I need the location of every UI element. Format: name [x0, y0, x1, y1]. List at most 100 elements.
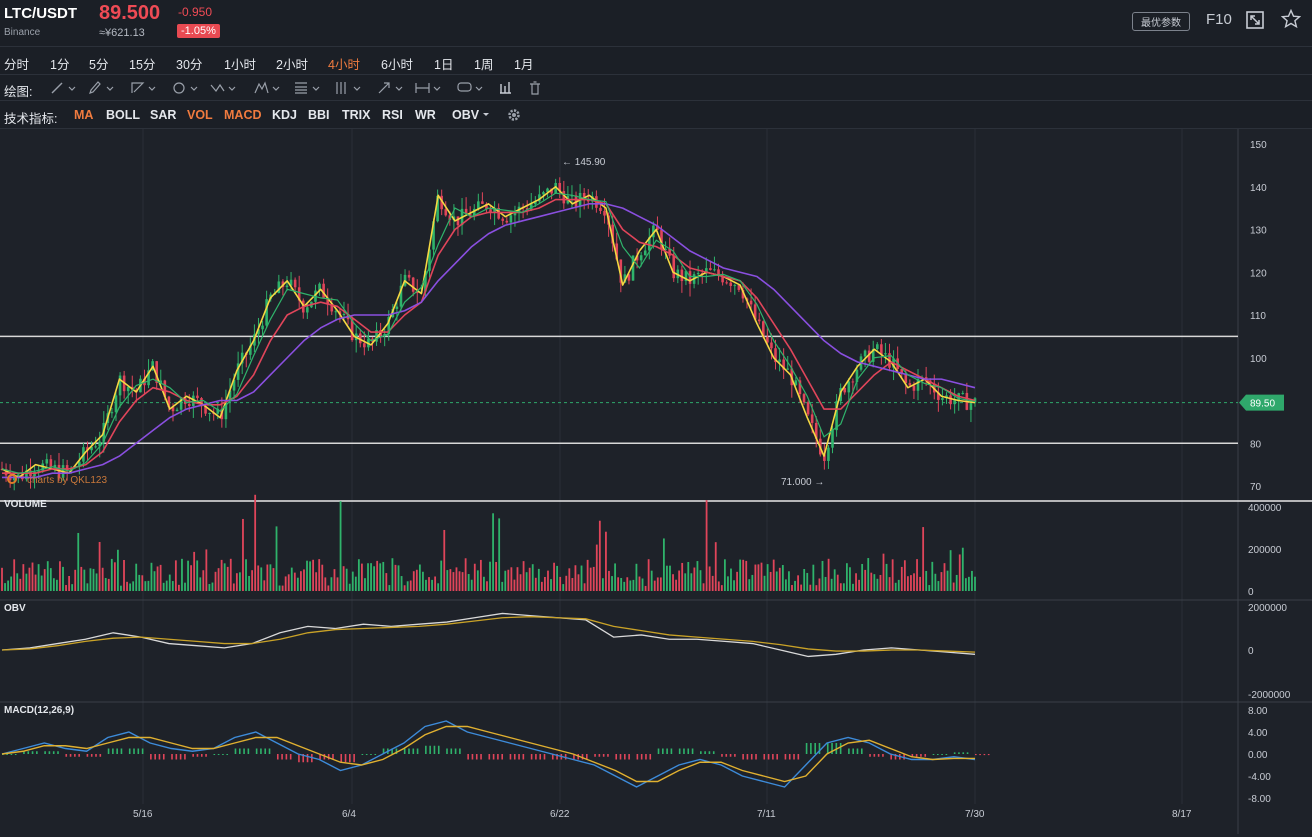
candle-body [485, 203, 488, 210]
candle-body [261, 325, 264, 330]
timeframe-tab[interactable]: 15分 [129, 58, 156, 72]
volume-bar [714, 542, 717, 591]
chart-area[interactable]: 15014013012011010090807089.50← 145.9071.… [0, 129, 1312, 834]
symbol-title[interactable]: LTC/USDT [4, 5, 78, 22]
macd-histogram-bar [467, 754, 469, 760]
macd-histogram-bar [128, 748, 131, 754]
macd-histogram-bar [581, 754, 584, 760]
candle-body [208, 412, 211, 414]
indicator-rsi[interactable]: RSI [382, 108, 403, 122]
candle-body [823, 454, 826, 461]
macd-histogram-bar [116, 748, 118, 754]
channel-tool-icon[interactable] [333, 79, 363, 97]
indicator-ma[interactable]: MA [74, 108, 94, 122]
timeframe-tab[interactable]: 5分 [89, 58, 109, 72]
fibonacci-tool-icon[interactable] [292, 79, 322, 97]
drawing-label: 绘图: [4, 85, 33, 99]
circle-tool-icon[interactable] [170, 79, 200, 97]
volume-bar [516, 567, 519, 591]
volume-bar [345, 568, 348, 591]
volume-bar [949, 550, 952, 591]
volume-bar [531, 564, 534, 591]
macd-histogram-bar [276, 754, 279, 760]
candle-body [297, 287, 301, 301]
line-tool-icon[interactable] [48, 79, 78, 97]
wave-tool-icon[interactable] [208, 79, 238, 97]
bar-style-icon[interactable] [497, 79, 527, 97]
indicator-obv[interactable]: OBV [452, 108, 480, 122]
volume-bar [361, 563, 363, 591]
volume-bar [132, 581, 135, 591]
indicator-settings-gear-icon[interactable] [506, 107, 522, 123]
macd-histogram-bar [327, 754, 330, 760]
candle-body [456, 216, 460, 226]
macd-histogram-bar [349, 754, 351, 763]
macd-histogram-bar [911, 754, 914, 757]
volume-bar [357, 559, 360, 591]
timeframe-tab[interactable]: 30分 [176, 58, 203, 72]
candle-body [570, 195, 574, 197]
volume-bar [845, 563, 848, 591]
volume-bar [388, 585, 391, 591]
fullscreen-icon[interactable] [1246, 11, 1264, 29]
timeframe-tab[interactable]: 6小时 [381, 58, 413, 72]
current-price-label: 89.50 [1250, 399, 1275, 410]
macd-histogram-bar [577, 754, 580, 760]
indicator-kdj[interactable]: KDJ [272, 108, 298, 122]
volume-bar [519, 574, 522, 591]
price-chart[interactable]: 15014013012011010090807089.50← 145.9071.… [0, 129, 1312, 834]
timeframe-tab[interactable]: 分时 [4, 58, 30, 72]
indicator-macd[interactable]: MACD [224, 108, 262, 122]
volume-bar [56, 579, 58, 591]
candle-body [835, 401, 838, 431]
timeframe-tab[interactable]: 1周 [474, 58, 494, 72]
volume-bar [31, 562, 34, 591]
indicator-boll[interactable]: BOLL [106, 108, 141, 122]
volume-bar [653, 580, 656, 591]
pattern-tool-icon[interactable] [252, 79, 282, 97]
comment-tool-icon[interactable] [455, 79, 485, 97]
indicator-trix[interactable]: TRIX [342, 108, 371, 122]
volume-bar [89, 568, 92, 591]
macd-histogram-bar [184, 754, 186, 760]
measure-tool-icon[interactable] [413, 79, 443, 97]
candle-body [179, 398, 183, 410]
volume-bar [153, 571, 156, 591]
candle-body [477, 201, 480, 209]
volume-bar [669, 565, 671, 591]
trash-icon[interactable] [525, 79, 555, 97]
volume-bar [830, 578, 833, 591]
volume-bar [696, 561, 699, 591]
volume-bar [916, 559, 918, 591]
obv-dropdown-icon[interactable] [480, 110, 492, 120]
timeframe-tab[interactable]: 1月 [514, 58, 534, 72]
volume-bar [751, 574, 754, 591]
pencil-tool-icon[interactable] [86, 79, 116, 97]
favorite-star-icon[interactable] [1281, 9, 1301, 29]
optimal-params-button[interactable]: 最优参数 [1132, 12, 1190, 31]
volume-bar [528, 567, 531, 591]
indicator-vol[interactable]: VOL [187, 108, 213, 122]
volume-bar [476, 570, 479, 591]
polyline-tool-icon[interactable] [128, 79, 158, 97]
volume-bar [348, 583, 351, 591]
timeframe-tab[interactable]: 1小时 [224, 58, 256, 72]
indicator-sar[interactable]: SAR [150, 108, 177, 122]
timeframe-tab[interactable]: 2小时 [276, 58, 308, 72]
timeframe-tab[interactable]: 1日 [434, 58, 454, 72]
volume-bar [455, 567, 458, 591]
candle-body [534, 201, 537, 205]
volume-bar [150, 562, 153, 591]
arrow-tool-icon[interactable] [375, 79, 405, 97]
indicator-wr[interactable]: WR [415, 108, 436, 122]
candle-body [16, 474, 20, 477]
f10-button[interactable]: F10 [1206, 11, 1232, 28]
timeframe-tab-active[interactable]: 4小时 [328, 58, 360, 72]
macd-histogram-bar [683, 748, 685, 754]
obv-axis-label: -2000000 [1248, 690, 1291, 701]
volume-bar [120, 585, 122, 591]
macd-histogram-bar [619, 754, 622, 760]
macd-histogram-bar [856, 748, 859, 754]
indicator-bbi[interactable]: BBI [308, 108, 330, 122]
timeframe-tab[interactable]: 1分 [50, 58, 70, 72]
